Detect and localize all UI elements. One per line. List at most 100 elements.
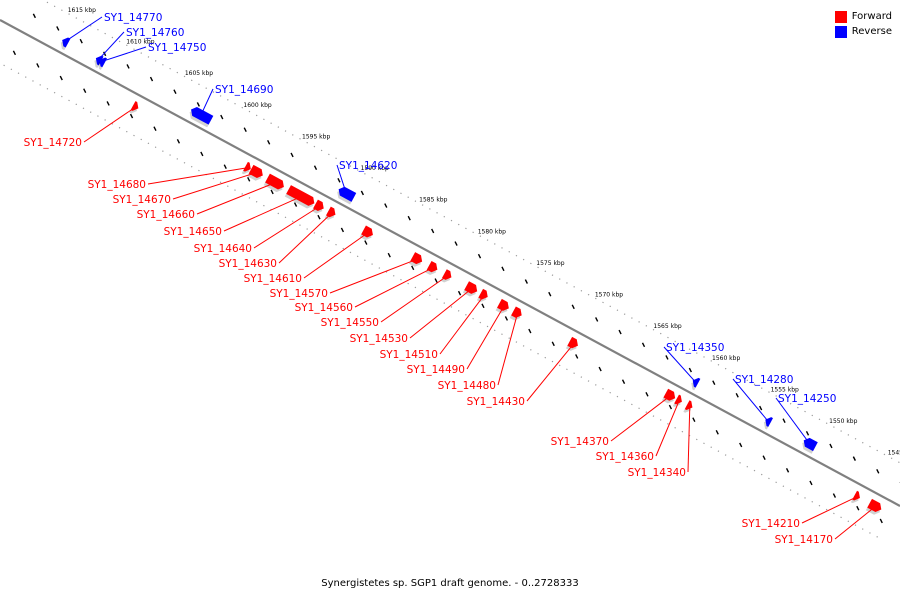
gene-leader-line bbox=[775, 397, 810, 444]
gene-leader-line bbox=[64, 16, 103, 42]
gene-label[interactable]: SY1_14750 bbox=[148, 42, 206, 54]
reverse-scale-dash bbox=[735, 393, 739, 398]
reverse-scale-dash bbox=[173, 89, 177, 95]
gene-SY1_14670[interactable] bbox=[247, 164, 265, 183]
gene-SY1_14560[interactable] bbox=[425, 260, 439, 277]
gene-SY1_14210[interactable] bbox=[850, 490, 862, 505]
gene-leader-line bbox=[466, 305, 505, 370]
forward-gene-glyph bbox=[674, 394, 682, 405]
gene-label[interactable]: SY1_14770 bbox=[104, 12, 162, 24]
gene-SY1_14430[interactable] bbox=[565, 336, 580, 353]
gene-leader-line bbox=[278, 212, 333, 264]
gene-label[interactable]: SY1_14760 bbox=[126, 27, 184, 39]
gene-SY1_14360[interactable] bbox=[672, 394, 684, 409]
forward-gene-glyph bbox=[511, 306, 522, 318]
reverse-scale-dash bbox=[524, 279, 528, 284]
reverse-scale-dash bbox=[360, 190, 364, 196]
reverse-scale-dash bbox=[501, 266, 505, 272]
reverse-swatch-icon bbox=[834, 25, 847, 38]
gene-label[interactable]: SY1_14340 bbox=[628, 467, 686, 479]
forward-gene-glyph bbox=[326, 206, 336, 218]
forward-gene-glyph bbox=[286, 185, 315, 206]
gene-label[interactable]: SY1_14560 bbox=[295, 302, 353, 314]
gene-label[interactable]: SY1_14480 bbox=[438, 380, 496, 392]
gene-label[interactable]: SY1_14530 bbox=[350, 333, 408, 345]
gene-SY1_14170[interactable] bbox=[865, 498, 884, 517]
gene-label[interactable]: SY1_14510 bbox=[380, 349, 438, 361]
legend-label-reverse: Reverse bbox=[851, 26, 892, 37]
gene-label[interactable]: SY1_14630 bbox=[219, 258, 277, 270]
gene-SY1_14510[interactable] bbox=[476, 288, 490, 304]
gene-label[interactable]: SY1_14350 bbox=[666, 342, 724, 354]
gene-SY1_14680[interactable] bbox=[241, 161, 253, 176]
reverse-scale-dash bbox=[852, 456, 856, 461]
forward-swatch-icon bbox=[834, 10, 847, 23]
gene-SY1_14340[interactable] bbox=[683, 400, 694, 414]
reverse-scale-dash bbox=[782, 418, 786, 423]
gene-label[interactable]: SY1_14280 bbox=[735, 374, 793, 386]
gene-SY1_14550[interactable] bbox=[440, 269, 454, 284]
tick-label: 1605 kbp bbox=[185, 70, 213, 77]
forward-scale-dash bbox=[481, 303, 485, 309]
gene-label[interactable]: SY1_14620 bbox=[339, 160, 397, 172]
gene-label[interactable]: SY1_14360 bbox=[596, 451, 654, 463]
forward-scale-dash bbox=[176, 139, 181, 144]
gene-SY1_14660[interactable] bbox=[263, 173, 287, 194]
gene-label[interactable]: SY1_14170 bbox=[775, 534, 833, 546]
gene-SY1_14690[interactable] bbox=[187, 105, 214, 128]
gene-leader-line bbox=[101, 46, 147, 62]
gene-label[interactable]: SY1_14650 bbox=[164, 226, 222, 238]
gene-label[interactable]: SY1_14570 bbox=[270, 288, 328, 300]
gene-label[interactable]: SY1_14680 bbox=[88, 179, 146, 191]
tick-label: 1610 kbp bbox=[126, 39, 154, 46]
gene-label[interactable]: SY1_14640 bbox=[194, 243, 252, 255]
gene-label[interactable]: SY1_14250 bbox=[778, 393, 836, 405]
forward-scale-dash bbox=[692, 417, 696, 422]
forward-scale-dash bbox=[270, 189, 274, 195]
reverse-scale-dash bbox=[290, 152, 294, 158]
gene-label[interactable]: SY1_14550 bbox=[321, 317, 379, 329]
gene-label[interactable]: SY1_14660 bbox=[137, 209, 195, 221]
forward-scale-dash bbox=[83, 88, 87, 94]
gene-label[interactable]: SY1_14610 bbox=[244, 273, 302, 285]
reverse-scale-dash bbox=[126, 64, 130, 69]
gene-label[interactable]: SY1_14430 bbox=[467, 396, 525, 408]
forward-scale-dash bbox=[668, 404, 673, 410]
gene-SY1_14480[interactable] bbox=[509, 306, 524, 323]
gene-leader-line bbox=[687, 406, 691, 473]
gene-SY1_14620[interactable] bbox=[335, 185, 357, 205]
gene-leader-line bbox=[172, 171, 258, 200]
gene-leader-line bbox=[196, 182, 276, 215]
gene-label[interactable]: SY1_14210 bbox=[742, 518, 800, 530]
forward-scale-dash bbox=[129, 113, 134, 119]
legend-item-forward[interactable]: Forward bbox=[834, 9, 892, 24]
tick-label: 1600 kbp bbox=[243, 102, 271, 109]
forward-scale-dash bbox=[434, 278, 438, 283]
gene-label[interactable]: SY1_14720 bbox=[24, 137, 82, 149]
tick-label: 1545 kbp bbox=[888, 450, 900, 457]
gene-label[interactable]: SY1_14490 bbox=[407, 364, 465, 376]
forward-scale-dash bbox=[36, 63, 40, 68]
gene-SY1_14720[interactable] bbox=[129, 101, 140, 115]
tick-label: 1585 kbp bbox=[419, 197, 447, 204]
gene-label[interactable]: SY1_14370 bbox=[551, 436, 609, 448]
gene-label[interactable]: SY1_14690 bbox=[215, 84, 273, 96]
forward-gene-glyph bbox=[663, 388, 676, 401]
genome-backbone bbox=[0, 19, 900, 507]
gene-SY1_14280[interactable] bbox=[762, 415, 773, 430]
reverse-scale-dash bbox=[641, 342, 646, 348]
reverse-scale-dash bbox=[688, 367, 692, 373]
gene-leader-line bbox=[409, 288, 473, 339]
gene-SY1_14530[interactable] bbox=[462, 281, 480, 298]
gene-SY1_14350[interactable] bbox=[689, 376, 701, 391]
gene-SY1_14610[interactable] bbox=[359, 225, 376, 242]
legend-item-reverse[interactable]: Reverse bbox=[834, 24, 892, 39]
gene-SY1_14250[interactable] bbox=[800, 436, 818, 454]
gene-SY1_14770[interactable] bbox=[58, 36, 71, 51]
forward-gene-glyph bbox=[684, 400, 693, 411]
gene-SY1_14490[interactable] bbox=[495, 298, 512, 315]
forward-scale-dash bbox=[879, 518, 883, 524]
gene-label[interactable]: SY1_14670 bbox=[113, 194, 171, 206]
forward-gene-glyph bbox=[867, 498, 882, 513]
forward-gene-glyph bbox=[478, 288, 488, 300]
